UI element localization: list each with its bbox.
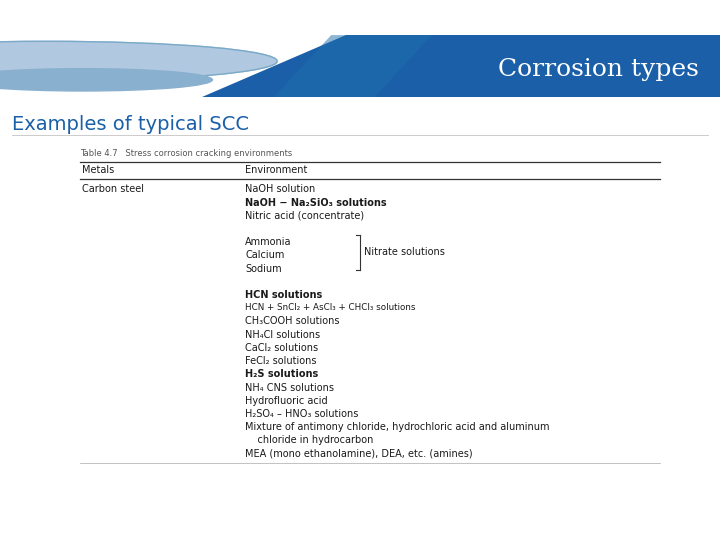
Text: HCN + SnCl₂ + AsCl₃ + CHCl₃ solutions: HCN + SnCl₂ + AsCl₃ + CHCl₃ solutions [245, 303, 415, 312]
Text: Nitric acid (concentrate): Nitric acid (concentrate) [245, 211, 364, 221]
Circle shape [0, 42, 277, 81]
Text: FeCl₂ solutions: FeCl₂ solutions [245, 356, 317, 366]
Polygon shape [202, 35, 720, 97]
Polygon shape [274, 35, 432, 97]
Text: CaCl₂ solutions: CaCl₂ solutions [245, 343, 318, 353]
Text: Metals: Metals [82, 165, 114, 176]
Text: NH₄Cl solutions: NH₄Cl solutions [245, 330, 320, 340]
Text: Nitrate solutions: Nitrate solutions [364, 247, 445, 258]
Circle shape [0, 69, 212, 91]
Text: Hydrofluoric acid: Hydrofluoric acid [245, 396, 328, 406]
Text: Mixture of antimony chloride, hydrochloric acid and aluminum: Mixture of antimony chloride, hydrochlor… [245, 422, 549, 432]
Text: Sodium: Sodium [245, 264, 282, 274]
Text: Calcium: Calcium [245, 251, 284, 260]
Text: Environment: Environment [245, 165, 307, 176]
Text: NH₄ CNS solutions: NH₄ CNS solutions [245, 382, 334, 393]
Text: Table 4.7   Stress corrosion cracking environments: Table 4.7 Stress corrosion cracking envi… [80, 149, 292, 158]
Text: H₂SO₄ – HNO₃ solutions: H₂SO₄ – HNO₃ solutions [245, 409, 359, 419]
Text: H₂S solutions: H₂S solutions [245, 369, 318, 379]
Text: Examples of typical SCC: Examples of typical SCC [12, 115, 249, 134]
Text: Ammonia: Ammonia [245, 237, 292, 247]
Text: NaOH − Na₂SiO₃ solutions: NaOH − Na₂SiO₃ solutions [245, 198, 387, 207]
Text: HCN solutions: HCN solutions [245, 290, 323, 300]
Text: Carbon steel: Carbon steel [82, 184, 144, 194]
Text: Corrosion types: Corrosion types [498, 58, 698, 81]
Text: chloride in hydrocarbon: chloride in hydrocarbon [245, 435, 374, 445]
Text: MEA (mono ethanolamine), DEA, etc. (amines): MEA (mono ethanolamine), DEA, etc. (amin… [245, 449, 472, 458]
Text: CH₃COOH solutions: CH₃COOH solutions [245, 316, 340, 327]
Text: NaOH solution: NaOH solution [245, 184, 315, 194]
